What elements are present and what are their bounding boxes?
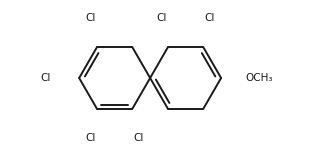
Text: Cl: Cl [156, 13, 166, 23]
Text: Cl: Cl [85, 133, 95, 143]
Text: Cl: Cl [205, 13, 215, 23]
Text: Cl: Cl [85, 13, 95, 23]
Text: Cl: Cl [134, 133, 144, 143]
Text: OCH₃: OCH₃ [245, 73, 273, 83]
Text: Cl: Cl [40, 73, 50, 83]
